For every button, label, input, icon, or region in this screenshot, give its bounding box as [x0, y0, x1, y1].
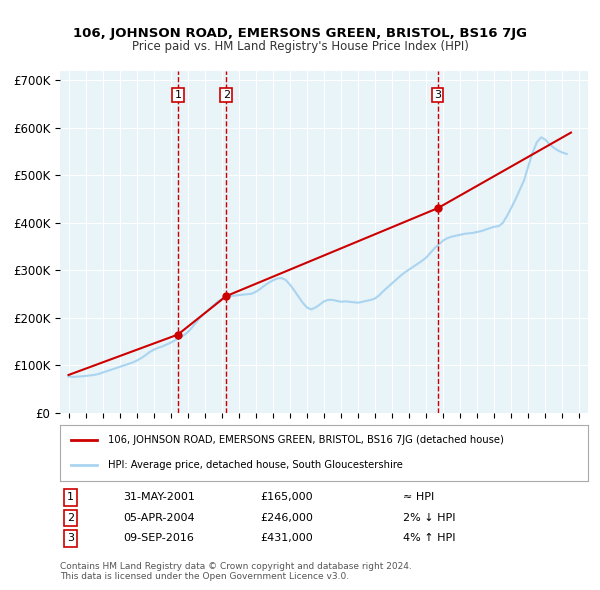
- Text: 106, JOHNSON ROAD, EMERSONS GREEN, BRISTOL, BS16 7JG (detached house): 106, JOHNSON ROAD, EMERSONS GREEN, BRIST…: [107, 435, 503, 445]
- Text: 2: 2: [67, 513, 74, 523]
- Text: 31-MAY-2001: 31-MAY-2001: [124, 493, 195, 503]
- Text: £431,000: £431,000: [260, 533, 313, 543]
- Text: HPI: Average price, detached house, South Gloucestershire: HPI: Average price, detached house, Sout…: [107, 460, 403, 470]
- Text: 09-SEP-2016: 09-SEP-2016: [124, 533, 194, 543]
- Text: 1: 1: [175, 90, 181, 100]
- Text: 3: 3: [434, 90, 441, 100]
- Text: ≈ HPI: ≈ HPI: [403, 493, 434, 503]
- Text: £246,000: £246,000: [260, 513, 314, 523]
- Text: 05-APR-2004: 05-APR-2004: [124, 513, 195, 523]
- Text: 1: 1: [67, 493, 74, 503]
- Text: This data is licensed under the Open Government Licence v3.0.: This data is licensed under the Open Gov…: [60, 572, 349, 581]
- Text: £165,000: £165,000: [260, 493, 313, 503]
- Text: Contains HM Land Registry data © Crown copyright and database right 2024.: Contains HM Land Registry data © Crown c…: [60, 562, 412, 571]
- Text: 106, JOHNSON ROAD, EMERSONS GREEN, BRISTOL, BS16 7JG: 106, JOHNSON ROAD, EMERSONS GREEN, BRIST…: [73, 27, 527, 40]
- Text: 3: 3: [67, 533, 74, 543]
- Text: 4% ↑ HPI: 4% ↑ HPI: [403, 533, 456, 543]
- Text: 2: 2: [223, 90, 230, 100]
- Text: 2% ↓ HPI: 2% ↓ HPI: [403, 513, 456, 523]
- Text: Price paid vs. HM Land Registry's House Price Index (HPI): Price paid vs. HM Land Registry's House …: [131, 40, 469, 53]
